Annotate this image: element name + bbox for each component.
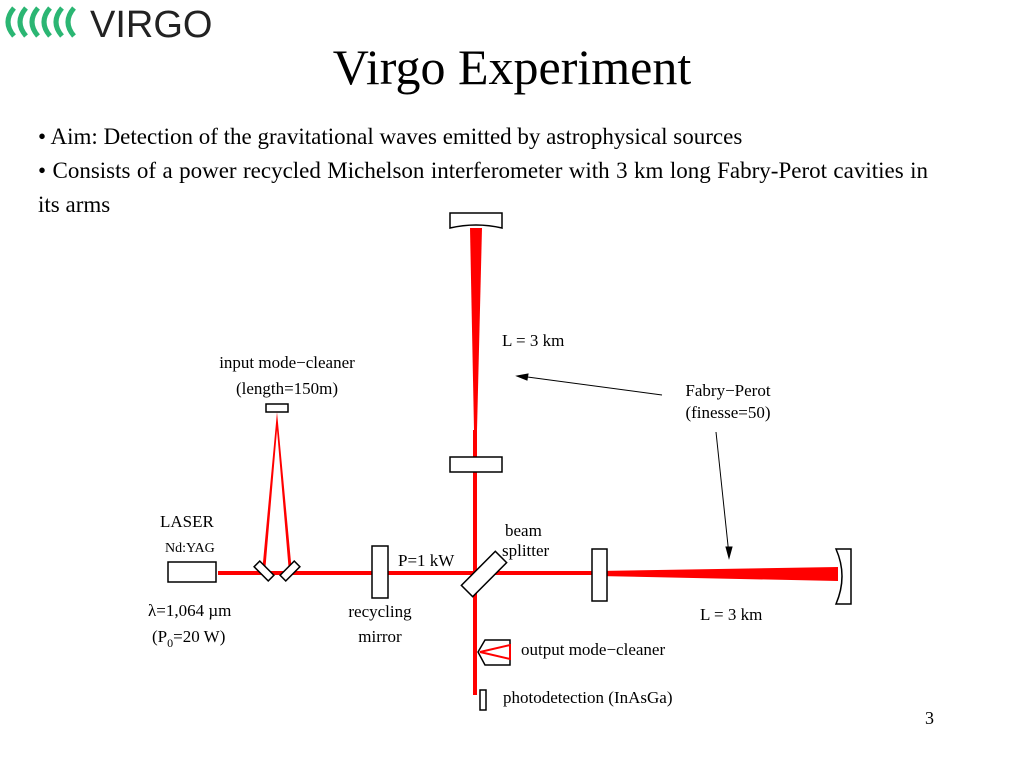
label: Nd:YAG [165, 541, 215, 556]
label: mirror [358, 627, 402, 646]
label: L = 3 km [700, 605, 762, 624]
beams [218, 228, 838, 695]
label: (finesse=50) [685, 403, 770, 422]
arrows [515, 373, 733, 560]
label: (P0=20 W) [152, 627, 225, 650]
label: P=1 kW [398, 551, 455, 570]
label: λ=1,064 µm [148, 601, 231, 620]
bullet: • Consists of a power recycled Michelson… [38, 158, 928, 217]
label: beam [505, 521, 542, 540]
output-beam [479, 643, 511, 661]
bullet-list: • Aim: Detection of the gravitational wa… [38, 120, 928, 222]
label-part: (P [152, 627, 167, 646]
logo [5, 6, 76, 38]
label: photodetection (InAsGa) [503, 688, 672, 707]
label: Fabry−Perot [685, 381, 770, 400]
label: splitter [502, 541, 550, 560]
label-part: =20 W) [173, 627, 225, 646]
optics [167, 212, 852, 711]
label-part: 0 [167, 636, 173, 650]
bullet: • Aim: Detection of the gravitational wa… [38, 124, 743, 149]
labels: L = 3 km L = 3 km input mode−cleaner (le… [148, 331, 771, 707]
label: (length=150m) [236, 379, 338, 398]
title: Virgo Experiment [332, 39, 692, 95]
label: LASER [160, 512, 215, 531]
label: L = 3 km [502, 331, 564, 350]
label: recycling [348, 602, 412, 621]
page-number: 3 [925, 708, 934, 728]
bullet-text: Aim: Detection of the gravitational wave… [50, 124, 743, 149]
logo-text: VIRGO [90, 4, 212, 46]
label: input mode−cleaner [219, 353, 355, 372]
bullet-text: Consists of a power recycled Michelson i… [38, 158, 928, 217]
label: output mode−cleaner [521, 640, 665, 659]
